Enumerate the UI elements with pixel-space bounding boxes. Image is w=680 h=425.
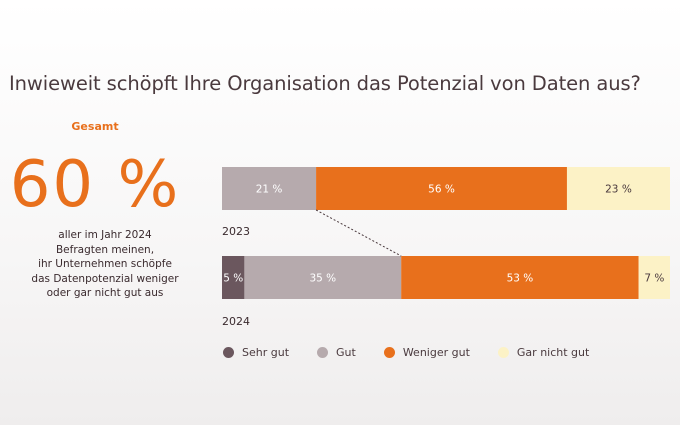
legend-item-gut: Gut	[317, 346, 356, 359]
legend-item-weniger-gut: Weniger gut	[383, 346, 470, 359]
data-label: 53 %	[507, 273, 534, 285]
bar-segment	[638, 256, 670, 299]
bar-segment	[316, 167, 567, 210]
data-label: 35 %	[309, 273, 336, 285]
bar-segment	[244, 256, 402, 299]
legend-swatch	[317, 347, 329, 358]
data-label: 5 %	[223, 273, 243, 285]
category-label: 2024	[222, 315, 250, 328]
chart-legend: Sehr gut Gut Weniger gut Gar nicht gut	[223, 346, 617, 359]
legend-swatch	[383, 347, 395, 358]
chart-title: Inwieweit schöpft Ihre Organisation das …	[9, 72, 641, 95]
legend-label: Gut	[336, 346, 356, 359]
kpi-text-line: das Datenpotenzial weniger	[31, 272, 179, 285]
kpi-description: aller im Jahr 2024 Befragten meinen, ihr…	[20, 228, 190, 301]
data-label: 7 %	[644, 273, 664, 285]
legend-swatch	[497, 347, 509, 358]
kpi-text-line: ihr Unternehmen schöpfe	[38, 258, 172, 270]
legend-item-gar-nicht-gut: Gar nicht gut	[497, 346, 590, 359]
bar-segment	[222, 256, 245, 299]
data-label: 56 %	[428, 184, 455, 196]
legend-swatch	[223, 347, 234, 358]
kpi-text-line: Befragten meinen,	[55, 243, 155, 256]
data-label: 23 %	[605, 184, 632, 196]
category-label: 2023	[222, 225, 250, 238]
connector-line	[315, 209, 402, 257]
bar-segment	[566, 167, 670, 210]
kpi-text-line: oder gar nicht gut aus	[46, 287, 164, 299]
legend-label: Weniger gut	[402, 346, 470, 359]
kpi-text-line: aller im Jahr 2024	[58, 229, 152, 241]
kpi-value: 60 %	[9, 148, 181, 222]
data-label: 21 %	[256, 184, 283, 196]
legend-item-sehr-gut: Sehr gut	[223, 346, 289, 359]
bar-segment	[401, 256, 639, 299]
legend-label: Gar nicht gut	[516, 346, 590, 359]
kpi-label: Gesamt	[71, 120, 119, 133]
bar-segment	[222, 167, 317, 210]
legend-label: Sehr gut	[242, 346, 290, 359]
